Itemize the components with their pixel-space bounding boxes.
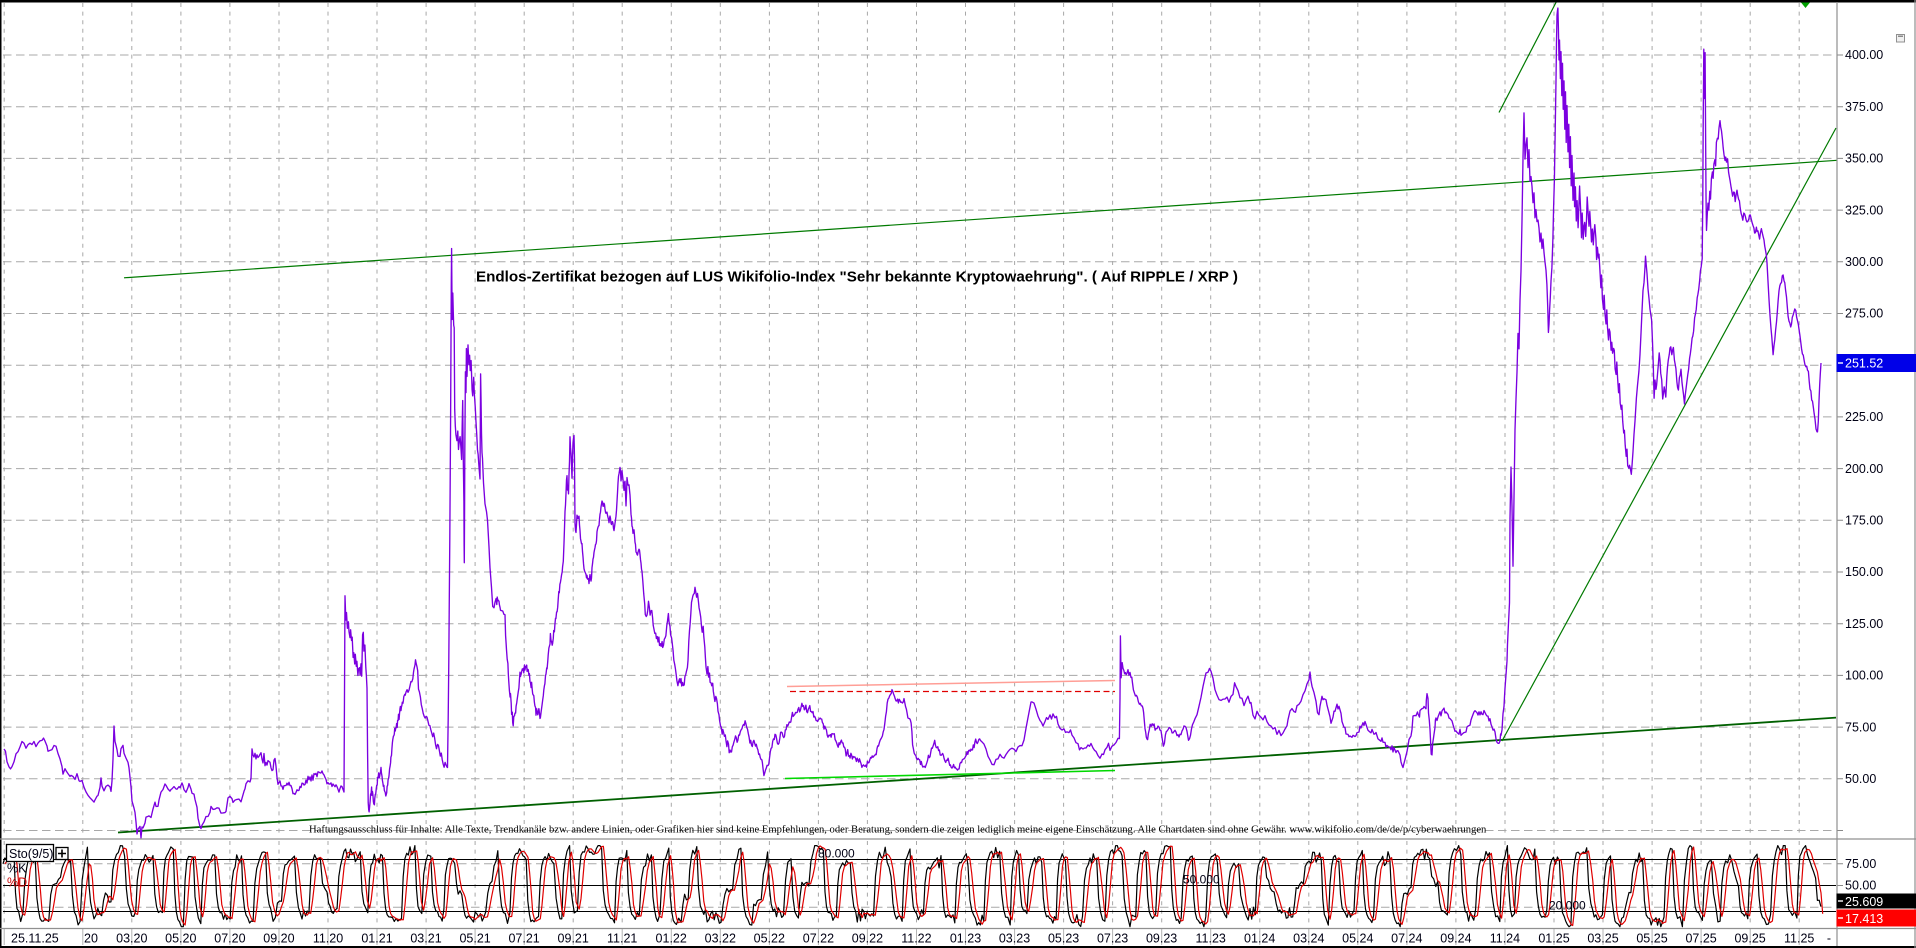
svg-text:17.413: 17.413 — [1845, 912, 1883, 926]
svg-text:01.23: 01.23 — [950, 932, 981, 946]
svg-text:07.21: 07.21 — [508, 932, 539, 946]
svg-text:05.22: 05.22 — [754, 932, 785, 946]
svg-text:300.00: 300.00 — [1845, 255, 1883, 269]
svg-text:09.23: 09.23 — [1146, 932, 1177, 946]
svg-text:03.23: 03.23 — [999, 932, 1030, 946]
svg-text:09.22: 09.22 — [852, 932, 883, 946]
svg-text:09.20: 09.20 — [263, 932, 294, 946]
svg-text:75.00: 75.00 — [1845, 857, 1876, 871]
svg-text:20.000: 20.000 — [1549, 899, 1586, 913]
svg-text:200.00: 200.00 — [1845, 462, 1883, 476]
svg-text:100.00: 100.00 — [1845, 669, 1883, 683]
svg-text:07.25: 07.25 — [1685, 932, 1716, 946]
svg-text:400.00: 400.00 — [1845, 48, 1883, 62]
svg-text:150.00: 150.00 — [1845, 565, 1883, 579]
svg-text:09.25: 09.25 — [1734, 932, 1765, 946]
svg-text:%D: %D — [7, 876, 27, 890]
svg-text:07.24: 07.24 — [1391, 932, 1422, 946]
svg-text:01.24: 01.24 — [1244, 932, 1275, 946]
svg-text:375.00: 375.00 — [1845, 100, 1883, 114]
svg-text:07.22: 07.22 — [803, 932, 834, 946]
svg-text:11.25: 11.25 — [1784, 932, 1814, 946]
svg-text:03.22: 03.22 — [705, 932, 736, 946]
svg-text:05.21: 05.21 — [459, 932, 490, 946]
svg-text:80.000: 80.000 — [818, 847, 855, 861]
svg-text:20: 20 — [84, 932, 98, 946]
svg-text:225.00: 225.00 — [1845, 410, 1883, 424]
svg-text:05.24: 05.24 — [1342, 932, 1373, 946]
svg-text:125.00: 125.00 — [1845, 617, 1883, 631]
svg-text:350.00: 350.00 — [1845, 152, 1883, 166]
svg-text:75.00: 75.00 — [1845, 720, 1876, 734]
svg-text:11.24: 11.24 — [1490, 932, 1520, 946]
svg-text:09.24: 09.24 — [1440, 932, 1471, 946]
svg-text:03.24: 03.24 — [1293, 932, 1324, 946]
svg-text:175.00: 175.00 — [1845, 514, 1883, 528]
svg-text:11.23: 11.23 — [1196, 932, 1226, 946]
svg-text:251.52: 251.52 — [1845, 356, 1883, 370]
svg-text:25.11.25: 25.11.25 — [11, 932, 59, 946]
svg-text:01.22: 01.22 — [656, 932, 687, 946]
svg-text:01.25: 01.25 — [1538, 932, 1569, 946]
svg-text:50.00: 50.00 — [1845, 772, 1876, 786]
svg-text:03.21: 03.21 — [410, 932, 441, 946]
svg-text:07.20: 07.20 — [214, 932, 245, 946]
svg-text:05.25: 05.25 — [1636, 932, 1667, 946]
svg-text:03.25: 03.25 — [1587, 932, 1618, 946]
svg-text:275.00: 275.00 — [1845, 307, 1883, 321]
svg-text:25.609: 25.609 — [1845, 895, 1883, 909]
svg-text:05.20: 05.20 — [165, 932, 196, 946]
svg-text:Sto(9/5): Sto(9/5) — [9, 847, 53, 861]
svg-text:03.20: 03.20 — [116, 932, 147, 946]
svg-text:50.000: 50.000 — [1183, 873, 1220, 887]
svg-text:01.21: 01.21 — [361, 932, 392, 946]
svg-text:%K: %K — [7, 862, 27, 876]
svg-text:05.23: 05.23 — [1048, 932, 1079, 946]
svg-text:11.20: 11.20 — [313, 932, 343, 946]
svg-text:-: - — [1827, 932, 1831, 946]
svg-text:Endlos-Zertifikat bezogen auf: Endlos-Zertifikat bezogen auf LUS Wikifo… — [476, 269, 1238, 286]
svg-text:Haftungsausschluss für Inhalte: Haftungsausschluss für Inhalte: Alle Tex… — [309, 825, 1487, 836]
svg-text:11.21: 11.21 — [607, 932, 637, 946]
svg-text:07.23: 07.23 — [1097, 932, 1128, 946]
svg-text:325.00: 325.00 — [1845, 203, 1883, 217]
svg-text:09.21: 09.21 — [558, 932, 589, 946]
svg-text:50.00: 50.00 — [1845, 879, 1876, 893]
svg-text:11.22: 11.22 — [901, 932, 931, 946]
